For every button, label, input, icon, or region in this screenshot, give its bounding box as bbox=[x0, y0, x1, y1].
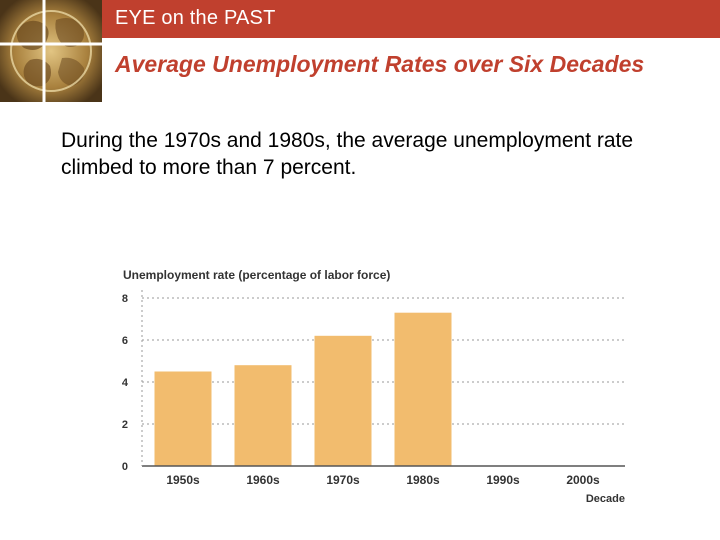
old-world-map-icon bbox=[0, 0, 102, 102]
x-tick-label: 1990s bbox=[486, 473, 520, 487]
y-tick-label: 6 bbox=[122, 335, 128, 347]
unemployment-bar-chart: Unemployment rate (percentage of labor f… bbox=[122, 268, 625, 505]
x-tick-label: 1950s bbox=[166, 473, 200, 487]
x-tick-label: 2000s bbox=[566, 473, 600, 487]
y-tick-label: 8 bbox=[122, 293, 128, 305]
header-label: EYE on the PAST bbox=[115, 7, 276, 29]
slide-body-text: During the 1970s and 1980s, the average … bbox=[61, 129, 634, 179]
x-tick-label: 1970s bbox=[326, 473, 360, 487]
bar-1960s bbox=[234, 365, 292, 466]
x-tick-label: 1980s bbox=[406, 473, 440, 487]
y-tick-label: 2 bbox=[122, 419, 128, 431]
x-axis-label: Decade bbox=[586, 493, 625, 505]
chart-title: Unemployment rate (percentage of labor f… bbox=[123, 268, 390, 282]
header-bar: EYE on the PAST bbox=[0, 0, 720, 38]
bar-1980s bbox=[394, 312, 452, 466]
bar-1970s bbox=[314, 335, 372, 466]
x-tick-label: 1960s bbox=[246, 473, 280, 487]
bar-1950s bbox=[154, 371, 212, 466]
y-tick-label: 4 bbox=[122, 377, 129, 389]
y-tick-label: 0 bbox=[122, 461, 128, 473]
slide-title: Average Unemployment Rates over Six Deca… bbox=[115, 51, 645, 77]
